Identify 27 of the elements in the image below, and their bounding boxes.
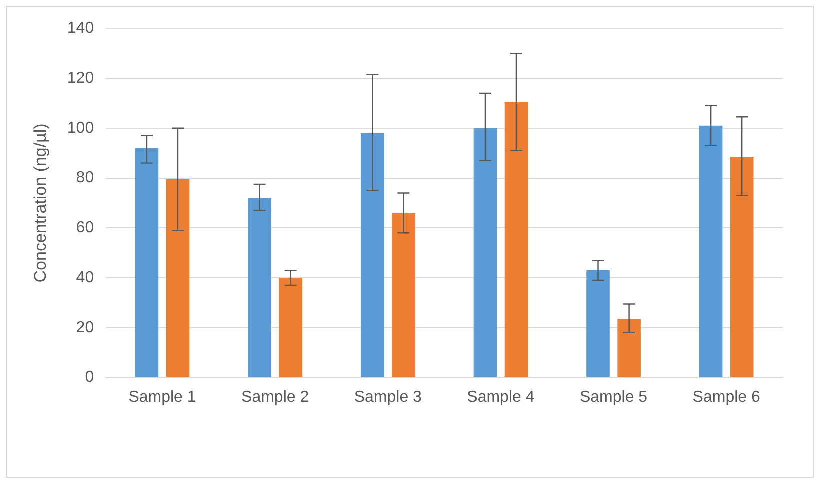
bar	[586, 270, 610, 378]
y-tick-label: 80	[76, 170, 94, 187]
bar	[135, 148, 159, 378]
bar	[360, 133, 384, 378]
bar	[166, 180, 190, 378]
y-tick-label: 60	[76, 220, 94, 237]
y-tick-label: 100	[67, 120, 94, 137]
y-tick-label: 120	[67, 70, 94, 87]
y-tick-label: 140	[67, 20, 94, 38]
bar	[504, 102, 528, 378]
bar	[730, 157, 754, 378]
bar	[474, 128, 498, 378]
bar	[618, 319, 641, 378]
bar	[699, 126, 723, 378]
bar	[392, 213, 416, 378]
y-tick-label: 20	[76, 319, 94, 336]
x-tick-label: Sample 3	[354, 388, 422, 406]
y-tick-label: 40	[76, 269, 94, 286]
x-tick-label: Sample 2	[242, 388, 310, 406]
bar	[279, 278, 302, 378]
y-axis-title: Concentration (ng/µl)	[30, 124, 50, 283]
x-tick-label: Sample 1	[128, 388, 196, 406]
x-tick-label: Sample 5	[580, 388, 648, 406]
x-tick-label: Sample 4	[467, 388, 535, 406]
x-tick-label: Sample 6	[692, 388, 760, 406]
y-tick-label: 0	[85, 369, 94, 386]
bar	[248, 198, 272, 378]
